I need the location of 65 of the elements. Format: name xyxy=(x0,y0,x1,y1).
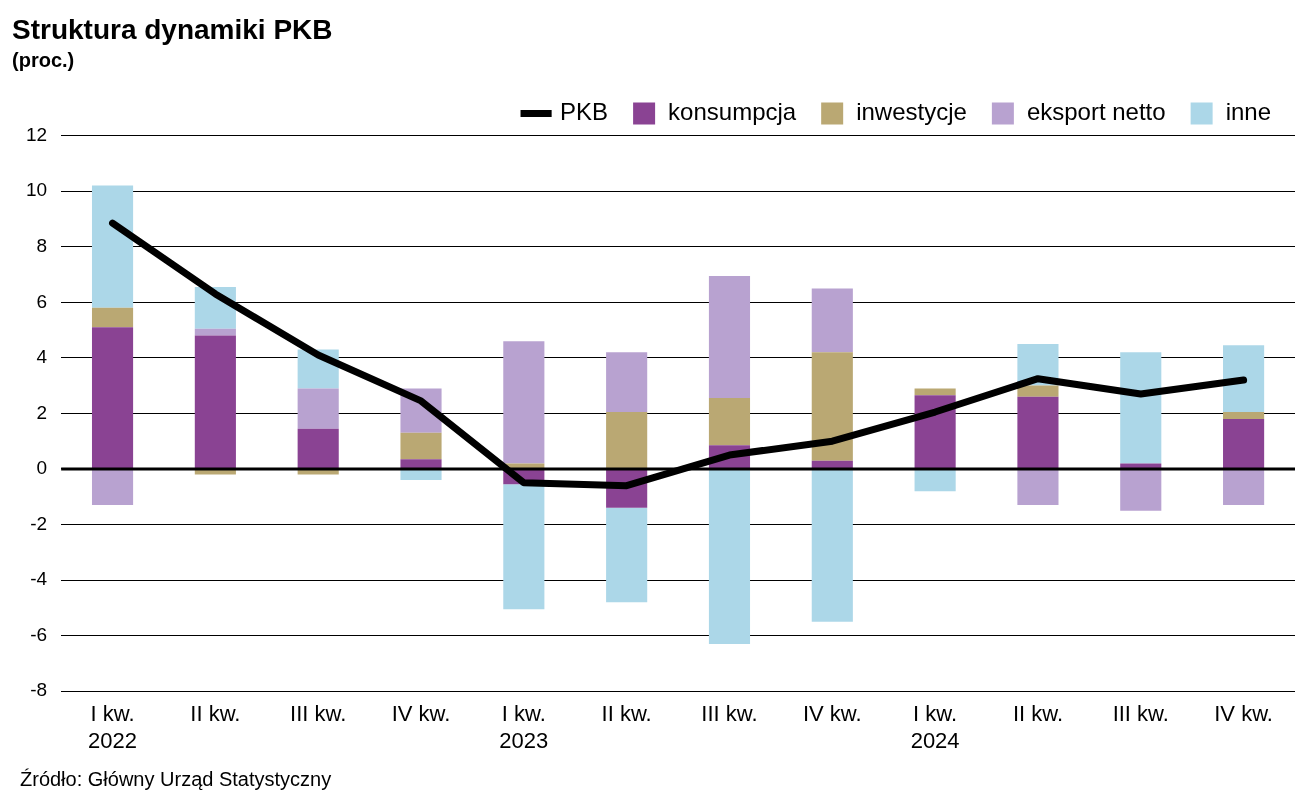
bar xyxy=(1120,352,1162,464)
x-tick-label: III kw. xyxy=(1112,701,1169,727)
x-tick-label: IV kw. xyxy=(1214,701,1273,727)
chart-subtitle: (proc.) xyxy=(12,49,75,72)
y-tick-label: 12 xyxy=(25,123,48,145)
bar xyxy=(811,469,853,622)
y-tick-label: 2 xyxy=(36,401,48,423)
bar xyxy=(1017,385,1059,397)
x-tick-label: III kw. xyxy=(701,701,758,727)
x-tick-label: I kw. 2022 xyxy=(88,701,138,753)
bar xyxy=(708,469,751,644)
bar xyxy=(91,307,134,328)
bar xyxy=(297,388,339,429)
bar xyxy=(708,398,751,446)
bar xyxy=(194,335,236,469)
bar xyxy=(1017,396,1059,469)
y-tick-label: 0 xyxy=(36,457,48,479)
y-tick-label: 4 xyxy=(36,346,48,368)
y-tick-label: -2 xyxy=(30,512,48,534)
bar xyxy=(400,469,442,481)
bar xyxy=(606,412,648,469)
bar xyxy=(91,185,134,308)
y-tick-label: 6 xyxy=(36,290,48,312)
bar xyxy=(914,469,956,492)
bar xyxy=(606,352,648,413)
x-tick-label: I kw. 2024 xyxy=(910,701,960,753)
bar xyxy=(1223,412,1265,419)
bar xyxy=(1223,345,1265,413)
bar xyxy=(194,469,236,475)
x-tick-label: III kw. xyxy=(290,701,347,727)
bar xyxy=(1017,469,1059,506)
bar xyxy=(503,484,545,610)
bar xyxy=(400,432,442,460)
legend-label: PKB xyxy=(560,98,609,126)
legend-label: konsumpcja xyxy=(668,98,797,126)
bar xyxy=(606,507,648,603)
bar xyxy=(297,428,339,469)
bar xyxy=(811,288,853,353)
bar xyxy=(708,275,751,399)
bar xyxy=(811,352,853,461)
bar xyxy=(91,327,134,469)
x-tick-label: IV kw. xyxy=(802,701,862,727)
legend-label: eksport netto xyxy=(1026,98,1166,126)
bar xyxy=(297,469,339,475)
x-tick-label: II kw. xyxy=(1012,701,1064,727)
x-tick-label: I kw. 2023 xyxy=(499,701,549,753)
x-tick-label: IV kw. xyxy=(391,701,451,727)
legend-label: inne xyxy=(1225,98,1271,126)
bar xyxy=(914,388,956,396)
chart-title: Struktura dynamiki PKB xyxy=(12,13,333,45)
y-tick-label: -4 xyxy=(30,568,48,590)
x-tick-label: II kw. xyxy=(190,701,241,727)
y-tick-label: 8 xyxy=(36,234,48,256)
bar xyxy=(1120,469,1162,511)
bar xyxy=(194,328,236,336)
bar xyxy=(503,341,545,464)
x-tick-label: II kw. xyxy=(601,701,652,727)
bar xyxy=(1223,469,1265,506)
bar xyxy=(91,469,134,506)
legend-label: inwestycje xyxy=(856,98,967,126)
y-tick-label: -8 xyxy=(30,679,48,701)
y-tick-label: -6 xyxy=(30,623,48,645)
bar xyxy=(1223,418,1265,469)
y-tick-label: 10 xyxy=(25,179,48,201)
text: Źródło: Główny Urząd Statystyczny xyxy=(20,767,332,790)
